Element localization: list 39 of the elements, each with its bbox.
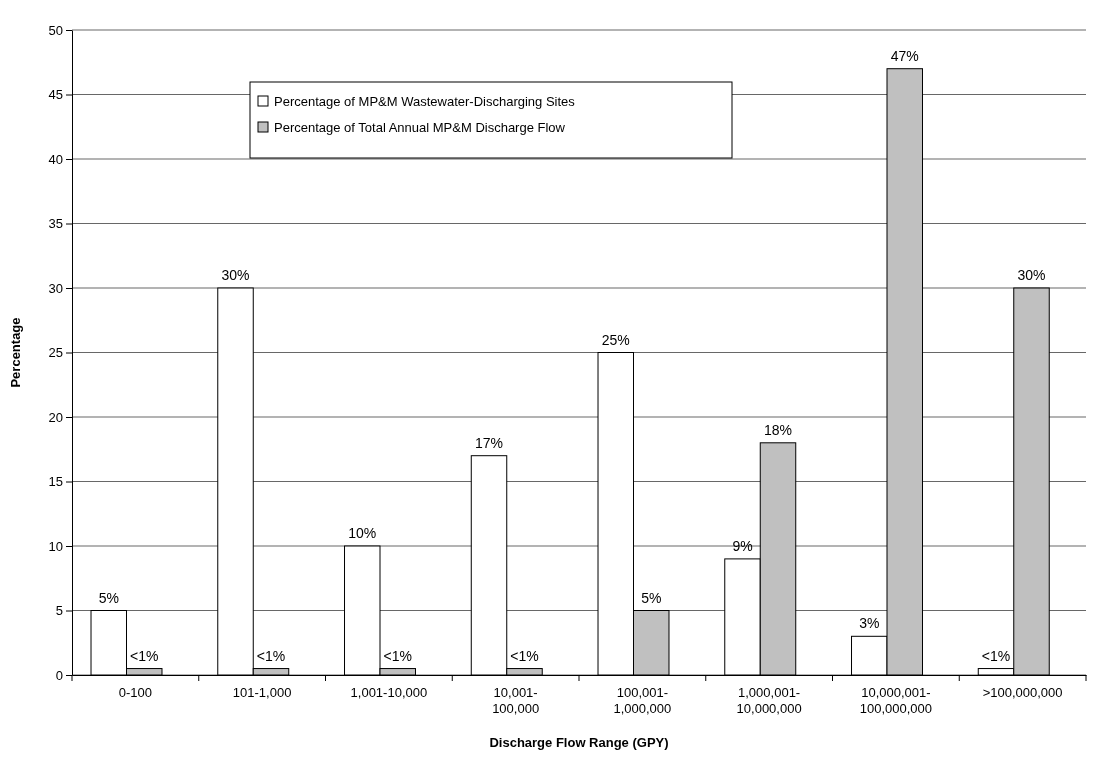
y-tick-label: 0	[55, 667, 63, 683]
y-tick-label: 15	[48, 474, 63, 490]
x-tick-label: 100,001-1,000,000	[613, 685, 672, 716]
data-label: 5%	[641, 589, 662, 606]
data-label: <1%	[510, 647, 539, 664]
y-tick-label: 40	[48, 151, 63, 167]
data-label: <1%	[130, 647, 159, 664]
data-label: 30%	[221, 267, 250, 283]
y-tick-label: 5	[55, 603, 63, 619]
y-tick-label: 30	[48, 280, 63, 296]
data-label: 9%	[732, 537, 753, 554]
data-label: 18%	[763, 421, 793, 438]
legend-label: Percentage of MP&M Wastewater-Discharging Sites	[274, 94, 576, 109]
data-label: <1%	[256, 647, 286, 664]
x-tick-label: 10,001-100,000	[492, 685, 540, 716]
data-label: 47%	[890, 47, 919, 64]
y-tick-label: 50	[48, 22, 63, 38]
x-tick-label: 1,000,001-10,000,000	[736, 685, 802, 716]
x-tick-label: 0-100	[118, 685, 152, 700]
data-label: 25%	[601, 331, 630, 348]
x-tick-label: 10,000,001-100,000,000	[859, 685, 933, 716]
x-tick-label: >100,000,000	[982, 685, 1063, 700]
x-tick-label: 101-1,000	[232, 685, 292, 700]
y-tick-label: 20	[48, 409, 63, 425]
data-label: 3%	[859, 615, 880, 632]
x-axis-title: Discharge Flow Range (GPY)	[489, 735, 669, 750]
data-label: 5%	[98, 589, 119, 606]
data-label: <1%	[383, 647, 412, 664]
x-tick-label: 1,001-10,000	[350, 685, 428, 700]
y-tick-label: 25	[48, 345, 63, 361]
data-label: 17%	[474, 434, 504, 451]
y-tick-label: 45	[48, 87, 63, 103]
y-tick-label: 10	[48, 538, 63, 554]
legend-label: Percentage of Total Annual MP&M Discharge Flow	[274, 120, 566, 135]
data-label: 30%	[1017, 267, 1046, 283]
data-label: 10%	[348, 525, 377, 541]
y-tick-label: 35	[48, 216, 63, 232]
data-label: <1%	[981, 647, 1011, 664]
y-axis-title: Percentage	[8, 317, 23, 388]
